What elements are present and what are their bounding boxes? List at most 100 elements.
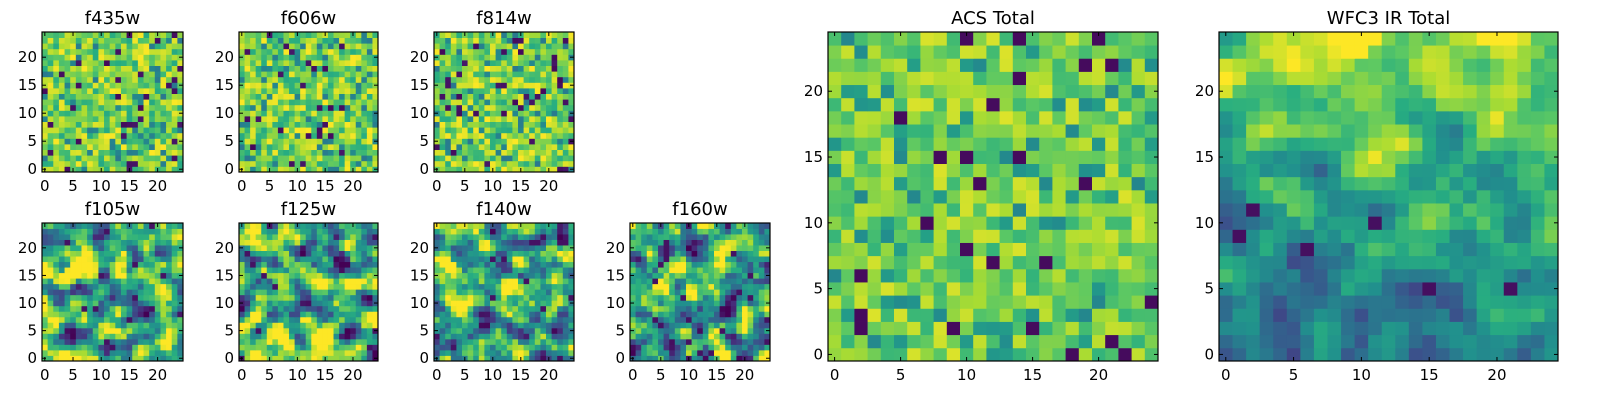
heatmap-cell [1131, 295, 1146, 309]
heatmap-cell [120, 127, 127, 134]
heatmap-cell [445, 149, 452, 156]
heatmap-cell [166, 349, 173, 356]
heatmap-cell [462, 99, 468, 106]
heatmap-cell [294, 245, 301, 251]
heatmap-cell [322, 256, 329, 263]
heatmap-cell [109, 104, 116, 111]
heatmap-cell [473, 37, 480, 44]
heatmap-cell [568, 305, 575, 312]
heatmap-cell [255, 144, 262, 150]
heatmap-cell [143, 355, 150, 362]
heatmap-cell [322, 272, 329, 279]
heatmap-cell [115, 261, 122, 268]
heatmap-cell [1078, 295, 1093, 309]
heatmap-cell [663, 355, 670, 362]
heatmap-cell [920, 203, 934, 217]
heatmap-cell [239, 294, 245, 301]
heatmap-cell [300, 132, 307, 139]
heatmap-cell [719, 311, 726, 318]
heatmap-cell [87, 99, 94, 106]
heatmap-cell [109, 48, 116, 55]
heatmap-cell [646, 305, 653, 312]
heatmap-cell [75, 245, 82, 251]
heatmap-cell [495, 138, 502, 145]
heatmap-cell [907, 282, 921, 296]
heatmap-cell [467, 127, 474, 134]
heatmap-cell [484, 110, 491, 117]
heatmap-cell [546, 305, 552, 312]
heatmap-cell [75, 99, 82, 106]
heatmap-cell [143, 155, 150, 162]
heatmap-cell [546, 132, 552, 139]
heatmap-cell [506, 116, 513, 122]
heatmap-cell [730, 327, 737, 334]
heatmap-cell [1105, 347, 1119, 362]
heatmap-cell [635, 250, 642, 257]
heatmap-cell [973, 216, 987, 230]
heatmap-cell [764, 349, 771, 356]
heatmap-cell [355, 127, 362, 134]
heatmap-cell [986, 163, 1000, 178]
heatmap-cell [300, 338, 307, 345]
heatmap-cell [120, 289, 127, 296]
heatmap-cell [725, 349, 732, 356]
heatmap-cell [546, 250, 552, 257]
heatmap-cell [473, 88, 480, 94]
heatmap-cell [58, 245, 65, 251]
heatmap-cell [484, 223, 491, 229]
heatmap-cell [120, 355, 127, 362]
heatmap-cell [658, 234, 664, 240]
heatmap-cell [316, 316, 323, 323]
heatmap-cell [686, 283, 692, 290]
heatmap-cell [518, 76, 524, 83]
heatmap-cell [177, 349, 184, 356]
heatmap-cell [361, 267, 368, 274]
heatmap-cell [305, 116, 312, 122]
heatmap-cell [255, 283, 262, 290]
heatmap-cell [277, 32, 284, 38]
heatmap-cell [445, 155, 452, 162]
heatmap-cell [534, 155, 541, 162]
heatmap-cell [557, 99, 564, 106]
heatmap-cell [686, 344, 692, 351]
heatmap-cell [635, 261, 642, 268]
heatmap-cell [540, 54, 547, 61]
heatmap-cell [753, 234, 760, 240]
heatmap-cell [372, 349, 379, 356]
heatmap-cell [98, 261, 105, 268]
heatmap-cell [42, 132, 49, 139]
heatmap-cell [344, 245, 351, 251]
heatmap-cell [289, 48, 295, 55]
heatmap-cell [283, 300, 290, 307]
heatmap-cell [81, 110, 88, 117]
heatmap-cell [244, 322, 251, 329]
heatmap-cell [540, 223, 547, 229]
heatmap-cell [120, 166, 127, 173]
heatmap-cell [725, 294, 732, 301]
heatmap-cell [75, 43, 82, 50]
heatmap-cell [669, 355, 676, 362]
heatmap-cell [166, 245, 173, 251]
heatmap-cell [266, 256, 273, 263]
heatmap-cell [434, 60, 440, 66]
heatmap-cell [160, 138, 167, 145]
heatmap-cell [894, 295, 908, 309]
heatmap-cell [58, 144, 65, 150]
heatmap-cell [702, 305, 709, 312]
heatmap-cell [154, 349, 161, 356]
heatmap-cell [149, 355, 156, 362]
heatmap-cell [316, 149, 323, 156]
heatmap-cell [747, 245, 754, 251]
heatmap-cell [277, 116, 284, 122]
heatmap-cell [58, 349, 65, 356]
heatmap-cell [143, 289, 150, 296]
heatmap-cell [719, 234, 726, 240]
heatmap-cell [753, 300, 760, 307]
heatmap-cell [81, 283, 88, 290]
heatmap-cell [495, 76, 502, 83]
heatmap-cell [506, 327, 513, 334]
heatmap-cell [289, 132, 295, 139]
heatmap-cell [289, 305, 295, 312]
heatmap-cell [484, 327, 491, 334]
heatmap-cell [495, 256, 502, 263]
